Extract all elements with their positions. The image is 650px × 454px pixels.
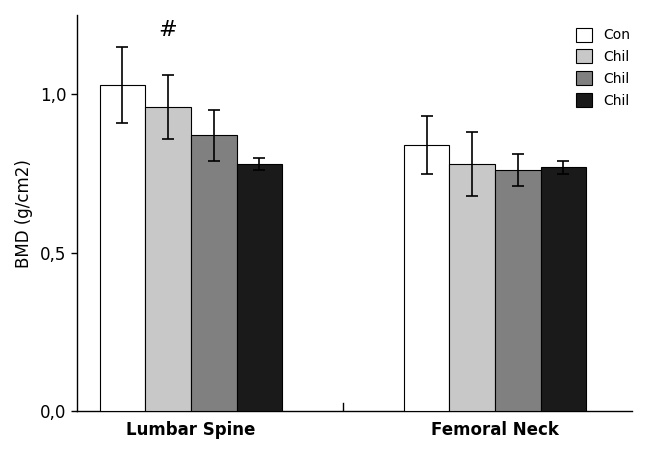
Legend: Con, Chil, Chil, Chil: Con, Chil, Chil, Chil xyxy=(570,22,636,113)
Y-axis label: BMD (g/cm2): BMD (g/cm2) xyxy=(15,159,33,267)
Bar xyxy=(449,164,495,411)
Bar xyxy=(237,164,282,411)
Bar xyxy=(404,145,449,411)
Bar xyxy=(99,85,146,411)
Bar xyxy=(495,170,541,411)
Text: #: # xyxy=(159,20,177,40)
Bar xyxy=(146,107,191,411)
Bar xyxy=(191,135,237,411)
Bar xyxy=(541,167,586,411)
